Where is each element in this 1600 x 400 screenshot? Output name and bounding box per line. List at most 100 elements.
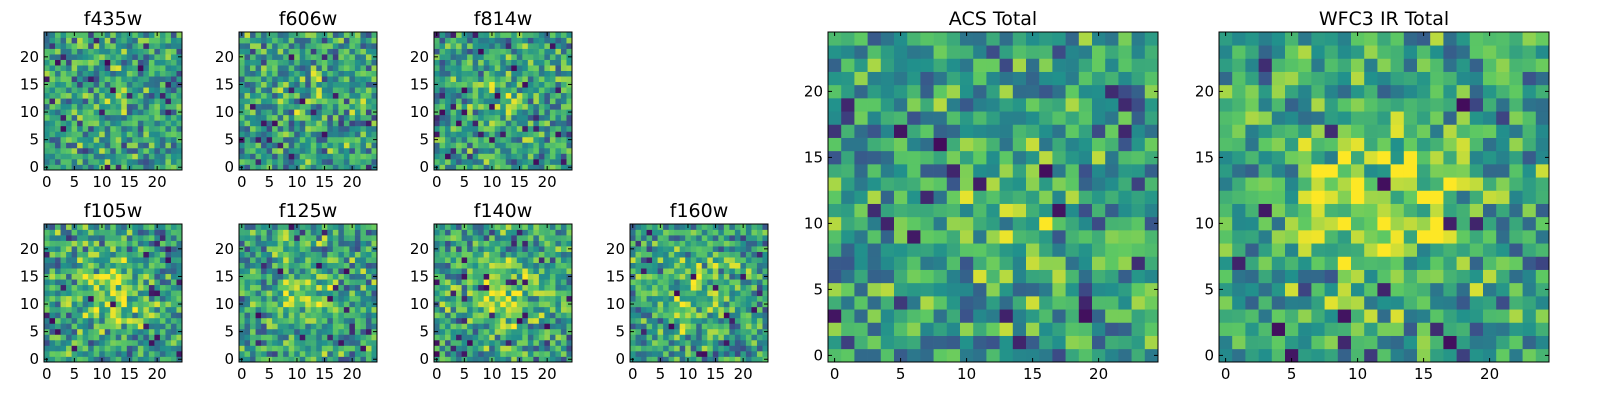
heatmap-cell (560, 284, 567, 291)
heatmap-cell (652, 312, 658, 319)
heatmap-cell (255, 65, 262, 71)
heatmap-cell (60, 98, 67, 105)
heatmap-cell (283, 290, 290, 297)
heatmap-cell (461, 48, 468, 55)
heatmap-cell (663, 257, 669, 263)
heatmap-cell (55, 350, 61, 357)
heatmap-cell (674, 290, 681, 297)
heatmap-cell (707, 284, 714, 291)
heatmap-cell (641, 328, 647, 335)
heatmap-cell (283, 246, 290, 252)
heatmap-cell (99, 262, 106, 269)
heatmap-cell (467, 301, 473, 308)
heatmap-cell (299, 54, 306, 60)
heatmap-cell (283, 268, 290, 275)
heatmap-cell (266, 323, 273, 330)
heatmap-cell (126, 114, 133, 121)
heatmap-cell (121, 92, 128, 99)
heatmap-cell (641, 257, 647, 263)
heatmap-cell (360, 87, 367, 94)
heatmap-cell (255, 76, 262, 83)
heatmap-cell (472, 158, 479, 165)
heatmap-cell (960, 256, 974, 270)
heatmap-cell (472, 120, 479, 127)
heatmap-cell (734, 229, 741, 236)
heatmap-cell (549, 262, 556, 269)
heatmap-cell (154, 279, 161, 286)
heatmap-cell (527, 153, 534, 160)
heatmap-cell (439, 54, 446, 60)
heatmap-cell (478, 251, 485, 258)
heatmap-cell (250, 279, 256, 286)
heatmap-cell (467, 37, 473, 44)
heatmap-cell (283, 54, 290, 60)
heatmap-cell (44, 229, 50, 236)
heatmap-cell (439, 350, 446, 357)
heatmap-cell (516, 251, 523, 258)
heatmap-cell (1078, 190, 1093, 204)
heatmap-cell (1144, 282, 1159, 297)
heatmap-cell (360, 131, 367, 138)
heatmap-cell (66, 229, 72, 236)
heatmap-cell (1039, 269, 1053, 284)
heatmap-cell (159, 334, 166, 341)
heatmap-cell (500, 279, 507, 286)
heatmap-cell (294, 48, 301, 55)
heatmap-cell (1026, 190, 1040, 204)
heatmap-cell (327, 87, 334, 94)
heatmap-cell (60, 273, 67, 280)
heatmap-cell (99, 273, 106, 280)
heatmap-cell (679, 334, 686, 341)
heatmap-cell (756, 290, 763, 297)
heatmap-cell (239, 65, 245, 71)
heatmap-cell (685, 328, 692, 335)
heatmap-cell (734, 284, 741, 291)
heatmap-cell (745, 284, 752, 291)
heatmap-cell (327, 70, 334, 77)
heatmap-cell (332, 317, 339, 324)
heatmap-cell (674, 339, 681, 346)
heatmap-cell (332, 158, 339, 165)
heatmap-cell (316, 158, 323, 165)
heatmap-cell (734, 240, 741, 247)
heatmap-cell (44, 153, 50, 160)
heatmap-cell (434, 103, 440, 110)
heatmap-cell (516, 114, 523, 121)
heatmap-cell (71, 158, 78, 165)
heatmap-cell (701, 240, 708, 247)
y-tick-label: 20 (20, 240, 39, 258)
x-tick-label: 15 (510, 173, 529, 191)
heatmap-cell (143, 295, 150, 302)
heatmap-cell (143, 37, 150, 44)
y-tick-label: 0 (224, 350, 234, 368)
heatmap-cell (511, 229, 518, 236)
heatmap-cell (261, 32, 267, 38)
heatmap-cell (88, 262, 95, 269)
heatmap-cell (854, 296, 868, 310)
heatmap-cell (283, 142, 290, 149)
heatmap-cell (450, 334, 457, 341)
y-tick-label: 0 (419, 350, 429, 368)
heatmap-cell (266, 70, 273, 77)
heatmap-cell (973, 309, 987, 323)
heatmap-cell (148, 54, 155, 60)
heatmap-cell (657, 345, 664, 352)
heatmap-cell (555, 339, 562, 346)
heatmap-cell (338, 158, 345, 165)
heatmap-cell (148, 114, 155, 121)
heatmap-cell (316, 268, 323, 275)
heatmap-cell (294, 235, 301, 241)
heatmap-cell (349, 153, 356, 160)
heatmap-cell (82, 48, 89, 55)
heatmap-cell (99, 54, 106, 60)
heatmap-cell (1065, 216, 1080, 231)
heatmap-cell (450, 323, 457, 330)
heatmap-cell (740, 317, 747, 324)
heatmap-cell (450, 235, 457, 241)
heatmap-cell (277, 306, 284, 313)
heatmap-cell (255, 153, 262, 160)
heatmap-cell (371, 114, 378, 121)
heatmap-cell (55, 120, 61, 127)
heatmap-cell (439, 334, 446, 341)
heatmap-cell (566, 59, 573, 66)
